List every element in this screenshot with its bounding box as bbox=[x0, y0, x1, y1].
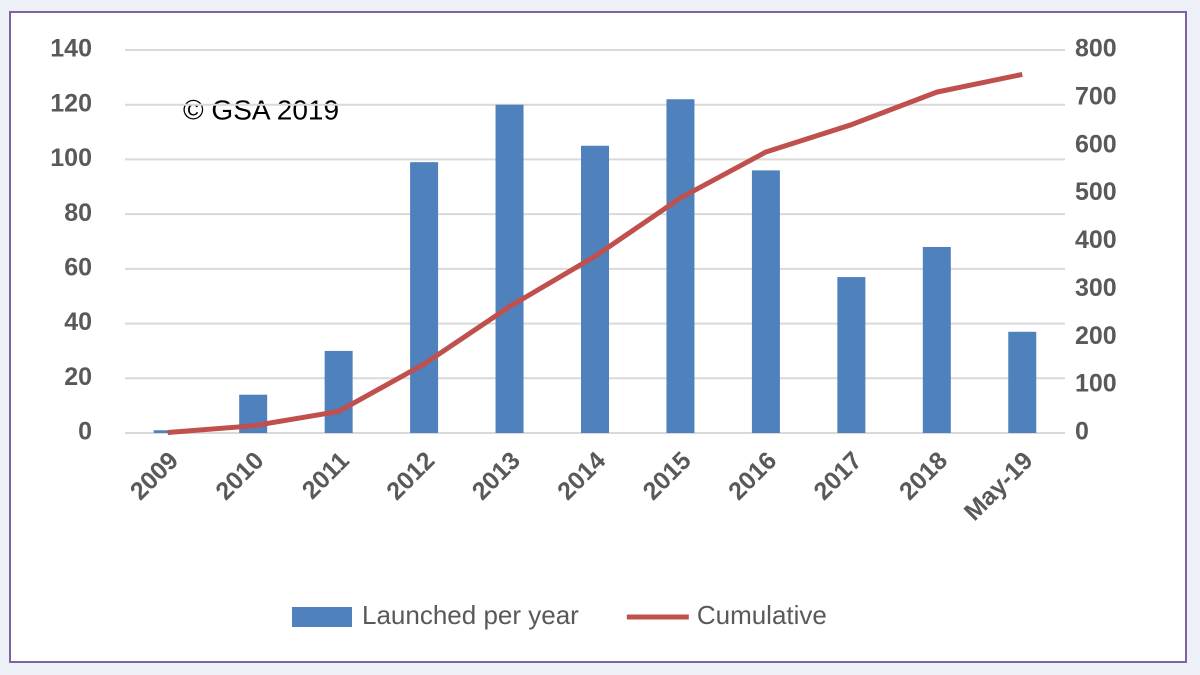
y-tick-label: 100 bbox=[50, 144, 92, 172]
y2-tick-label: 400 bbox=[1075, 226, 1117, 254]
y2-tick-label: 100 bbox=[1075, 370, 1117, 398]
y2-tick-label: 300 bbox=[1075, 274, 1117, 302]
y-tick-label: 80 bbox=[64, 199, 92, 227]
line bbox=[167, 71, 1023, 436]
y2-tick-label: 700 bbox=[1075, 82, 1117, 110]
legend-label: Cumulative bbox=[697, 600, 827, 630]
y2-tick-label: 800 bbox=[1075, 35, 1117, 63]
y2-tick-label: 0 bbox=[1075, 418, 1089, 446]
y-tick-label: 120 bbox=[50, 89, 92, 117]
y-tick-label: 0 bbox=[78, 418, 92, 446]
bar bbox=[495, 104, 524, 433]
y-tick-label: 20 bbox=[64, 363, 92, 391]
legend-swatch bbox=[292, 607, 352, 627]
bar bbox=[410, 162, 439, 433]
bar bbox=[751, 170, 780, 433]
y-tick-label: 40 bbox=[64, 308, 92, 336]
y2-tick-label: 200 bbox=[1075, 322, 1117, 350]
annotation: © GSA 2019 bbox=[183, 94, 339, 125]
y2-tick-label: 600 bbox=[1075, 130, 1117, 158]
y-tick-label: 60 bbox=[64, 253, 92, 281]
bar bbox=[922, 246, 951, 433]
legend-label: Launched per year bbox=[362, 600, 579, 630]
bar bbox=[666, 99, 695, 433]
y-tick-label: 140 bbox=[50, 35, 92, 63]
bar bbox=[837, 277, 866, 433]
bar bbox=[1008, 331, 1037, 433]
bar bbox=[581, 145, 609, 433]
bar bbox=[324, 350, 353, 433]
y2-tick-label: 500 bbox=[1075, 178, 1117, 206]
